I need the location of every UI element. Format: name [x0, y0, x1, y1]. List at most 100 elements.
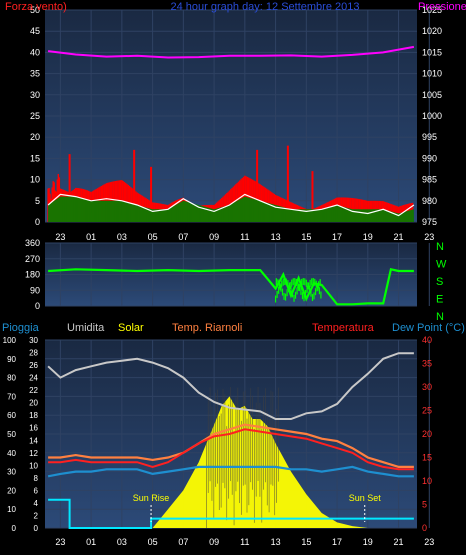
indoor-temp-label: Temp. Riarnoli: [172, 322, 242, 334]
x-tick-label: 17: [332, 232, 342, 242]
rain-tick-label: 20: [29, 399, 38, 408]
x-tick-label: 13: [271, 232, 281, 242]
temperature-label: Temperatura: [312, 322, 375, 334]
rain-tick-label: 10: [29, 461, 38, 470]
wind-tick-label: 5: [35, 196, 40, 206]
direction-tick-label: 360: [25, 238, 40, 248]
rain-tick-label: 8: [34, 474, 39, 483]
temp-riarnoliline: [48, 423, 414, 468]
temp-tick-label: 35: [422, 359, 432, 369]
humidity-tick-label: 40: [7, 449, 16, 458]
humidity-tick-label: 30: [7, 468, 16, 477]
temp-tick-label: 0: [422, 523, 427, 533]
x-tick-label: 23: [55, 537, 65, 547]
pressure-tick-label: 980: [422, 196, 437, 206]
pressure-tick-label: 975: [422, 217, 437, 227]
pressure-tick-label: 1000: [422, 111, 442, 121]
x-tick-label: 21: [394, 537, 404, 547]
wind-pressure-series: [47, 45, 415, 222]
rain-tick-label: 4: [34, 499, 39, 508]
direction-tick-label: 0: [35, 301, 40, 311]
x-tick-label: 21: [394, 232, 404, 242]
temperaturaline: [48, 428, 414, 471]
umiditaline: [47, 352, 414, 420]
temp-tick-label: 15: [422, 453, 432, 463]
pressure-tick-label: 1010: [422, 69, 442, 79]
x-tick-label: 05: [148, 232, 158, 242]
wind-tick-label: 50: [30, 5, 40, 15]
pressure-tick-label: 1020: [422, 26, 442, 36]
x-tick-label: 01: [86, 232, 96, 242]
wind-tick-label: 40: [30, 47, 40, 57]
rain-tick-label: 28: [29, 349, 38, 358]
humidity-tick-label: 10: [7, 505, 16, 514]
rain-tick-label: 26: [29, 361, 38, 370]
rain-tick-label: 14: [29, 436, 38, 445]
humidity-tick-label: 100: [3, 336, 17, 345]
wind-tick-label: 35: [30, 69, 40, 79]
x-tick-label: 19: [363, 232, 373, 242]
rain-step-line: [48, 498, 414, 529]
x-tick-label: 01: [86, 537, 96, 547]
rain-tick-label: 22: [29, 386, 38, 395]
compass-label: W: [436, 259, 447, 271]
rain-tick-label: 0: [34, 524, 39, 533]
pressure-line: [47, 45, 415, 59]
wind-tick-label: 15: [30, 153, 40, 163]
x-tick-label: 23: [55, 232, 65, 242]
x-tick-label: 11: [240, 232, 249, 242]
humidity-tick-label: 50: [7, 430, 16, 439]
rain-tick-label: 12: [29, 449, 38, 458]
pressure-tick-label: 995: [422, 132, 437, 142]
humidity-tick-label: 70: [7, 392, 16, 401]
wind-tick-label: 45: [30, 26, 40, 36]
direction-axes: 0 90 180 270 360: [25, 238, 40, 311]
rain-tick-label: 30: [29, 336, 38, 345]
x-tick-label: 07: [178, 537, 188, 547]
x-tick-label: 05: [148, 537, 158, 547]
pressure-tick-label: 985: [422, 175, 437, 185]
rain-label: Pioggia: [2, 322, 40, 334]
humidity-tick-label: 20: [7, 486, 16, 495]
rain-tick-label: 2: [34, 511, 39, 520]
sun-annotation: Sun Set: [349, 493, 382, 503]
wind-tick-label: 25: [30, 111, 40, 121]
series-labels: Pioggia Umidita Solar Temp. Riarnoli Tem…: [2, 322, 465, 334]
direction-series: [48, 267, 414, 306]
wind-tick-label: 0: [35, 217, 40, 227]
temp-tick-label: 25: [422, 406, 432, 416]
temp-tick-label: 20: [422, 429, 432, 439]
humidity-tick-label: 90: [7, 355, 16, 364]
x-tick-label: 23: [424, 537, 434, 547]
rain-tick-label: 18: [29, 411, 38, 420]
compass-label: N: [436, 311, 444, 323]
x-tick-label: 09: [209, 537, 219, 547]
direction-tick-label: 180: [25, 270, 40, 280]
x-tick-label: 07: [178, 232, 188, 242]
temp-humidity-series: Sun Rise Sun Set: [47, 352, 414, 529]
pressure-axis-label: Pressione: [418, 1, 466, 13]
x-tick-label: 15: [301, 232, 311, 242]
temp-tick-label: 30: [422, 382, 432, 392]
dew-point-c-line: [47, 465, 414, 478]
chart-title: 24 hour graph day: 12 Settembre 2013: [171, 1, 360, 13]
humidity-label: Umidita: [67, 322, 105, 334]
direction-tick-label: 90: [30, 285, 40, 295]
pressure-tick-label: 1005: [422, 90, 442, 100]
temp-tick-label: 40: [422, 335, 432, 345]
pressure-tick-label: 1015: [422, 47, 442, 57]
x-tick-label: 17: [332, 537, 342, 547]
compass-label: N: [436, 241, 444, 253]
rain-tick-label: 24: [29, 374, 38, 383]
dew-point-label: Dew Point (°C): [392, 322, 465, 334]
temp-tick-label: 10: [422, 476, 432, 486]
x-tick-label: 13: [271, 537, 281, 547]
humidity-tick-label: 60: [7, 411, 16, 420]
temp-tick-label: 5: [422, 500, 427, 510]
x-tick-label: 03: [117, 537, 127, 547]
wind-speed-line: [47, 193, 415, 217]
compass-label: E: [436, 294, 443, 306]
